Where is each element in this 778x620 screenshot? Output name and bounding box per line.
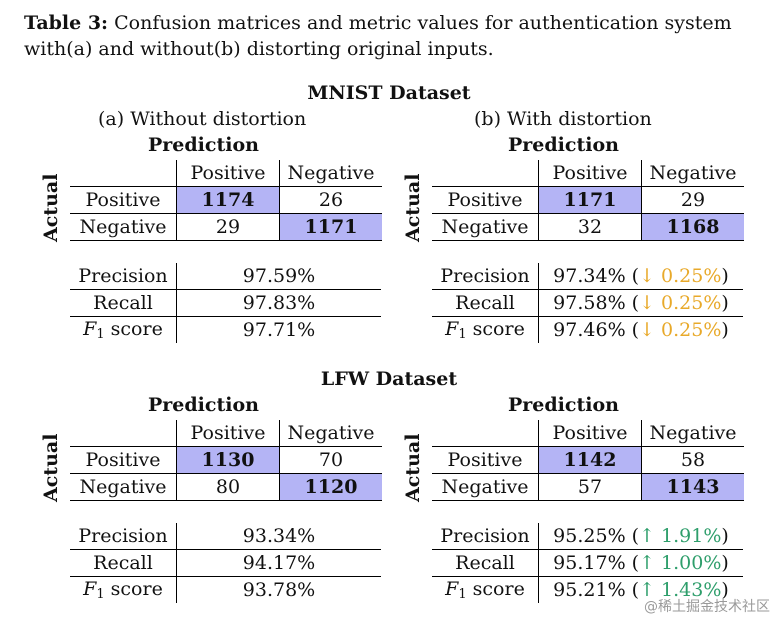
metric-recall-value: 95.17% [553,552,626,574]
metric-recall-cell: 95.17% (↑ 1.00%) [538,549,743,577]
lfw-title: LFW Dataset [320,368,458,390]
caption-line1: Confusion matrices and metric values for… [114,12,732,34]
caption-line2: with(a) and without(b) distorting origin… [24,38,494,60]
col-negative: Negative [279,420,382,447]
metric-f1-delta: ↑ 1.43% [639,579,722,601]
cell-fp: 80 [176,473,280,501]
metric-recall-delta: ↑ 1.00% [639,552,722,574]
metric-recall-value: 97.83% [176,289,381,317]
metric-recall-delta: ↓ 0.25% [639,292,722,314]
col-negative: Negative [641,160,744,187]
mnist-title: MNIST Dataset [307,82,471,104]
cell-tn: 1143 [641,473,744,501]
lfw-b-actual-label: Actual [402,433,424,502]
col-negative: Negative [641,420,744,447]
row-positive: Positive [432,446,539,474]
metric-f1-value: 95.21% [553,579,626,601]
cell-fp: 29 [176,213,280,241]
cell-tp: 1171 [538,186,642,214]
metric-precision-value: 93.34% [176,523,381,550]
mnist-b-actual-label: Actual [402,173,424,242]
metric-f1-value: 97.46% [553,319,626,341]
metric-precision-cell: 97.34% (↓ 0.25%) [538,263,743,290]
row-positive: Positive [70,186,177,214]
lfw-a-confusion-matrix: Positive Negative Positive 1130 70 Negat… [70,420,382,501]
cell-tp: 1142 [538,446,642,474]
col-negative: Negative [279,160,382,187]
mnist-a-actual-label: Actual [40,173,62,242]
metric-recall-label: Recall [93,552,153,574]
metric-recall-label: Recall [455,552,515,574]
cell-tp: 1130 [176,446,280,474]
watermark: @稀土掘金技术社区 [644,599,770,615]
metric-f1-label: F1 score [445,578,525,602]
row-negative: Negative [79,216,167,238]
metric-precision-label: Precision [78,525,168,547]
cell-tn: 1168 [641,213,744,241]
row-positive: Positive [70,446,177,474]
mnist-b-caption: (b) With distortion [474,108,652,130]
cell-tn: 1171 [279,213,382,241]
metric-f1-value: 93.78% [176,576,381,603]
metric-precision-label: Precision [440,265,530,287]
metric-f1-label: F1 score [445,318,525,342]
metric-precision-cell: 95.25% (↑ 1.91%) [538,523,743,550]
col-positive: Positive [538,420,642,447]
metric-precision-value: 97.34% [553,265,626,287]
metric-precision-delta: ↓ 0.25% [639,265,722,287]
metric-f1-label: F1 score [83,578,163,602]
row-positive: Positive [432,186,539,214]
col-positive: Positive [538,160,642,187]
lfw-a-prediction-label: Prediction [148,394,259,416]
col-positive: Positive [176,160,280,187]
lfw-b-metrics: Precision 95.25% (↑ 1.91%) Recall 95.17%… [432,523,743,603]
row-negative: Negative [441,476,529,498]
col-positive: Positive [176,420,280,447]
lfw-b-prediction-label: Prediction [508,394,619,416]
metric-f1-cell: 97.46% (↓ 0.25%) [538,316,743,343]
mnist-a-confusion-matrix: Positive Negative Positive 1174 26 Negat… [70,160,382,241]
metric-precision-value: 97.59% [176,263,381,290]
mnist-b-metrics: Precision 97.34% (↓ 0.25%) Recall 97.58%… [432,263,743,343]
metric-recall-value: 97.58% [553,292,626,314]
row-negative: Negative [441,216,529,238]
metric-recall-value: 94.17% [176,549,381,577]
metric-recall-label: Recall [93,292,153,314]
metric-recall-cell: 97.58% (↓ 0.25%) [538,289,743,317]
cell-fn: 70 [279,446,382,474]
cell-fp: 32 [538,213,642,241]
metric-recall-label: Recall [455,292,515,314]
cell-fp: 57 [538,473,642,501]
cell-tp: 1174 [176,186,280,214]
mnist-b-prediction-label: Prediction [508,134,619,156]
metric-f1-delta: ↓ 0.25% [639,319,722,341]
cell-fn: 58 [641,446,744,474]
metric-precision-label: Precision [440,525,530,547]
metric-f1-value: 97.71% [176,316,381,343]
mnist-a-caption: (a) Without distortion [98,108,307,130]
row-negative: Negative [79,476,167,498]
metric-precision-delta: ↑ 1.91% [639,525,722,547]
metric-f1-label: F1 score [83,318,163,342]
mnist-b-confusion-matrix: Positive Negative Positive 1171 29 Negat… [432,160,744,241]
metric-precision-value: 95.25% [553,525,626,547]
lfw-a-metrics: Precision 93.34% Recall 94.17% F1 score … [70,523,381,603]
metric-precision-label: Precision [78,265,168,287]
cell-fn: 26 [279,186,382,214]
lfw-b-confusion-matrix: Positive Negative Positive 1142 58 Negat… [432,420,744,501]
mnist-a-prediction-label: Prediction [148,134,259,156]
mnist-a-metrics: Precision 97.59% Recall 97.83% F1 score … [70,263,381,343]
metric-f1-cell: 95.21% (↑ 1.43%) [538,576,743,603]
caption-label: Table 3: [24,12,109,34]
cell-fn: 29 [641,186,744,214]
lfw-a-actual-label: Actual [40,433,62,502]
cell-tn: 1120 [279,473,382,501]
table-caption: Table 3: Confusion matrices and metric v… [24,10,754,62]
